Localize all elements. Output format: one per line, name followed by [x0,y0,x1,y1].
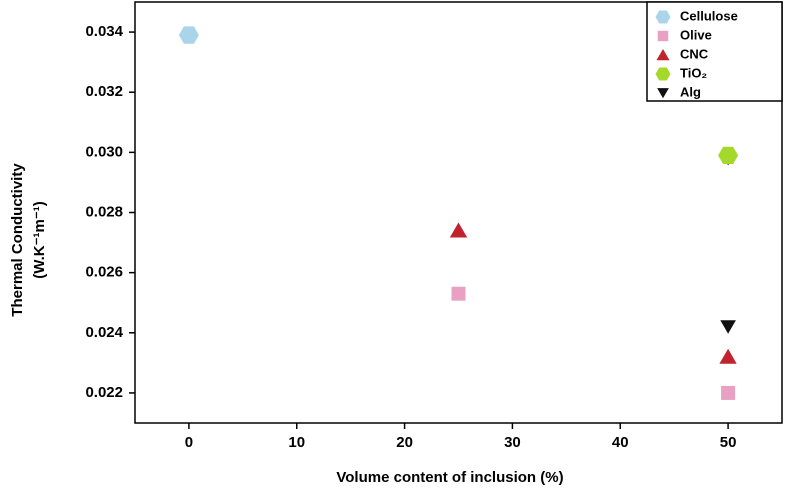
legend-box [646,1,783,102]
x-tick-label: 0 [185,434,193,451]
x-tick-label: 10 [288,434,305,451]
x-tick-label: 30 [504,434,521,451]
x-tick-label: 20 [396,434,413,451]
y-axis-label: (W.K⁻¹m⁻¹) [31,201,48,278]
x-tick-label: 50 [720,434,737,451]
x-tick-label: 40 [612,434,629,451]
x-axis-label: Volume content of inclusion (%) [336,469,563,486]
legend-label: CNC [680,46,709,61]
legend: Cellulose Olive CNC TiO₂ Alg [646,1,783,102]
legend-label: Alg [680,84,701,99]
y-tick-label: 0.028 [85,203,123,220]
marker [719,348,737,364]
y-tick-label: 0.034 [85,23,123,40]
marker [718,146,739,164]
legend-marker [656,49,670,61]
legend-marker [657,30,669,42]
y-tick-label: 0.032 [85,83,123,100]
y-tick-label: 0.022 [85,384,123,401]
legend-label: TiO₂ [680,65,707,80]
legend-marker [657,88,669,99]
marker [178,26,199,44]
marker [721,385,736,400]
legend-marker [655,67,671,81]
legend-marker [655,10,671,24]
legend-label: Cellulose [680,8,738,23]
marker [449,222,468,238]
y-tick-label: 0.026 [85,264,123,281]
legend-label: Olive [680,27,712,42]
y-axis-label: Thermal Conductivity [9,163,26,317]
marker [451,286,466,301]
y-tick-label: 0.030 [85,143,123,160]
y-tick-label: 0.024 [85,324,123,341]
marker [720,320,736,334]
